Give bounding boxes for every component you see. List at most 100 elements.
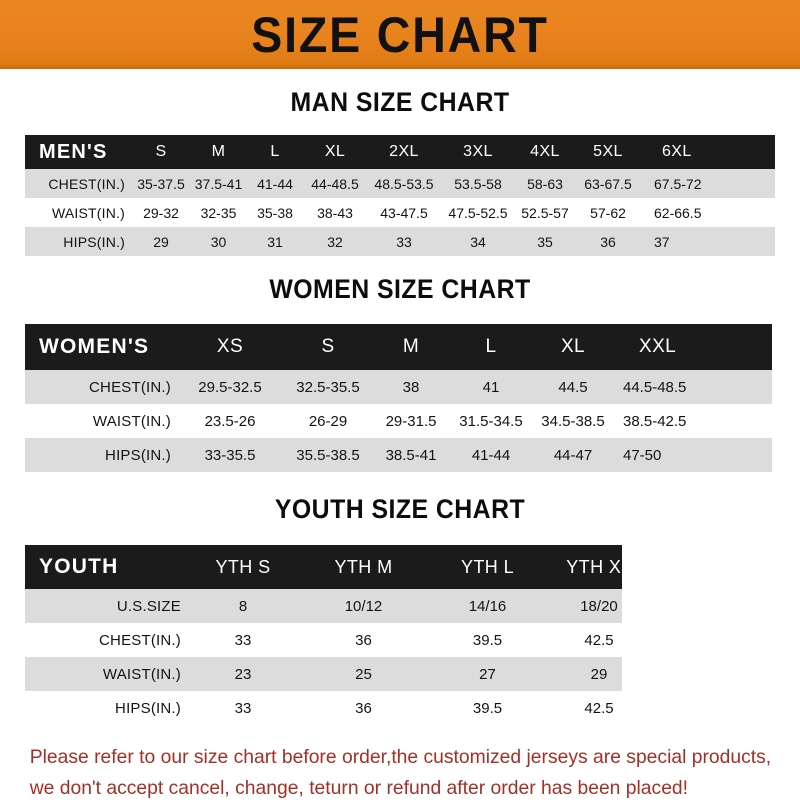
table-cell: 31	[267, 233, 283, 250]
table-cell: 33	[396, 233, 412, 250]
table-cell: 47-50	[623, 446, 662, 464]
footer-note: Please refer to our size chart before or…	[0, 725, 792, 804]
men-section-title: MAN SIZE CHART	[290, 87, 510, 117]
table-cell: 18/20	[580, 597, 618, 615]
men-col-header-s: S	[155, 143, 167, 160]
youth-row-label-chest: CHEST(IN.)	[99, 631, 181, 649]
women-table-header-row: WOMEN'S XS S M L XL XXL	[25, 324, 772, 370]
table-cell: 44.5	[558, 378, 588, 396]
page-banner: SIZE CHART	[0, 0, 800, 69]
table-cell: 29	[590, 665, 608, 683]
table-cell: 8	[238, 597, 248, 615]
women-row-label-chest: CHEST(IN.)	[89, 378, 171, 396]
women-col-header-xxl: XXL	[639, 336, 677, 357]
table-cell: 26-29	[308, 412, 348, 430]
table-cell: 44.5-48.5	[623, 378, 687, 396]
table-row: HIPS(IN.) 29 30 31 32 33 34 35 36 37	[25, 227, 775, 256]
page-title: SIZE CHART	[251, 6, 549, 63]
table-cell: 48.5-53.5	[374, 175, 434, 192]
table-row: U.S.SIZE 8 10/12 14/16 18/20	[25, 589, 772, 623]
table-cell: 27	[479, 665, 496, 683]
women-col-header-xl: XL	[560, 336, 586, 357]
table-cell: 52.5-57	[521, 204, 569, 221]
youth-table-header-row: YOUTH YTH S YTH M YTH L YTH XL	[25, 545, 772, 589]
women-col-header-s: S	[321, 336, 335, 357]
men-col-header-l: L	[270, 143, 280, 160]
table-cell: 30	[210, 233, 227, 250]
table-cell: 35-38	[257, 204, 293, 221]
table-cell: 29	[153, 233, 169, 250]
table-cell: 23.5-26	[204, 412, 256, 430]
men-col-header-6xl: 6XL	[662, 143, 692, 160]
youth-col-header-yth-xl: YTH XL	[566, 556, 632, 577]
men-table-header-row: MEN'S S M L XL 2XL 3XL 4XL 5XL 6XL	[25, 135, 775, 169]
table-cell: 67.5-72	[654, 175, 702, 192]
youth-row-label-us-size: U.S.SIZE	[116, 597, 181, 615]
table-cell: 58-63	[527, 175, 563, 192]
table-cell: 47.5-52.5	[448, 204, 508, 221]
table-cell: 29-32	[143, 204, 179, 221]
women-section-title: WOMEN SIZE CHART	[269, 274, 531, 304]
footer-note-line-1: Please refer to our size chart before or…	[29, 746, 772, 768]
table-cell: 41	[482, 378, 500, 396]
table-cell: 39.5	[472, 699, 503, 717]
table-cell-spacer	[649, 589, 772, 623]
men-row-label-chest: CHEST(IN.)	[48, 175, 125, 192]
table-cell: 32.5-35.5	[296, 378, 360, 396]
table-cell: 31.5-34.5	[459, 412, 523, 430]
men-row-label-waist: WAIST(IN.)	[51, 204, 125, 221]
table-cell: 33-35.5	[204, 446, 256, 464]
table-cell: 25	[355, 665, 372, 683]
men-row-label-header: MEN'S	[39, 140, 108, 163]
youth-section-title: YOUTH SIZE CHART	[274, 494, 526, 524]
table-cell: 36	[600, 233, 616, 250]
footer-note-line-2: we don't accept cancel, change, teturn o…	[29, 777, 689, 799]
table-cell-spacer	[649, 691, 772, 725]
table-cell: 38-43	[317, 204, 353, 221]
men-row-label-hips: HIPS(IN.)	[63, 233, 125, 250]
table-cell: 44-47	[553, 446, 593, 464]
women-col-header-m: M	[402, 336, 420, 357]
youth-section: YOUTH SIZE CHART YOUTH YTH S YTH M YTH L…	[0, 472, 800, 725]
men-col-header-xl: XL	[324, 143, 346, 160]
youth-col-header-yth-m: YTH M	[334, 556, 393, 577]
youth-row-label-header: YOUTH	[39, 555, 119, 578]
table-cell: 41-44	[471, 446, 511, 464]
table-row: WAIST(IN.) 23.5-26 26-29 29-31.5 31.5-34…	[25, 404, 772, 438]
table-cell: 35.5-38.5	[296, 446, 360, 464]
table-cell: 32	[327, 233, 343, 250]
table-cell: 39.5	[472, 631, 503, 649]
youth-row-label-waist: WAIST(IN.)	[102, 665, 181, 683]
men-col-header-m: M	[211, 143, 226, 160]
men-col-header-5xl: 5XL	[593, 143, 623, 160]
women-size-table: WOMEN'S XS S M L XL XXL CHEST(IN.) 29.5-…	[25, 324, 772, 472]
table-cell: 10/12	[344, 597, 383, 615]
table-cell: 35	[537, 233, 553, 250]
youth-row-label-hips: HIPS(IN.)	[115, 699, 181, 717]
youth-col-header-yth-s: YTH S	[215, 556, 271, 577]
women-col-header-xs: XS	[216, 336, 244, 357]
table-cell: 36	[355, 631, 372, 649]
table-cell: 36	[355, 699, 372, 717]
table-cell: 29-31.5	[385, 412, 437, 430]
table-row: CHEST(IN.) 33 36 39.5 42.5	[25, 623, 772, 657]
women-row-label-hips: HIPS(IN.)	[105, 446, 171, 464]
table-row: HIPS(IN.) 33-35.5 35.5-38.5 38.5-41 41-4…	[25, 438, 772, 472]
table-cell: 42.5	[584, 699, 614, 717]
men-col-header-3xl: 3XL	[463, 143, 493, 160]
table-cell: 38.5-41	[385, 446, 437, 464]
table-cell: 62-66.5	[654, 204, 702, 221]
youth-col-header-yth-l: YTH L	[460, 556, 514, 577]
youth-header-spacer	[649, 545, 772, 589]
size-chart-sheet: MAN SIZE CHART MEN'S S M L XL 2XL 3XL 4X…	[0, 69, 800, 804]
table-cell: 53.5-58	[454, 175, 502, 192]
men-col-header-2xl: 2XL	[389, 143, 419, 160]
table-row: WAIST(IN.) 29-32 32-35 35-38 38-43 43-47…	[25, 198, 775, 227]
table-row: HIPS(IN.) 33 36 39.5 42.5	[25, 691, 772, 725]
table-cell: 43-47.5	[380, 204, 428, 221]
table-cell: 41-44	[257, 175, 293, 192]
men-size-table: MEN'S S M L XL 2XL 3XL 4XL 5XL 6XL CHEST…	[25, 135, 775, 256]
table-cell: 23	[234, 665, 252, 683]
women-section: WOMEN SIZE CHART WOMEN'S XS S M L XL XXL	[0, 256, 800, 472]
table-cell: 42.5	[584, 631, 614, 649]
